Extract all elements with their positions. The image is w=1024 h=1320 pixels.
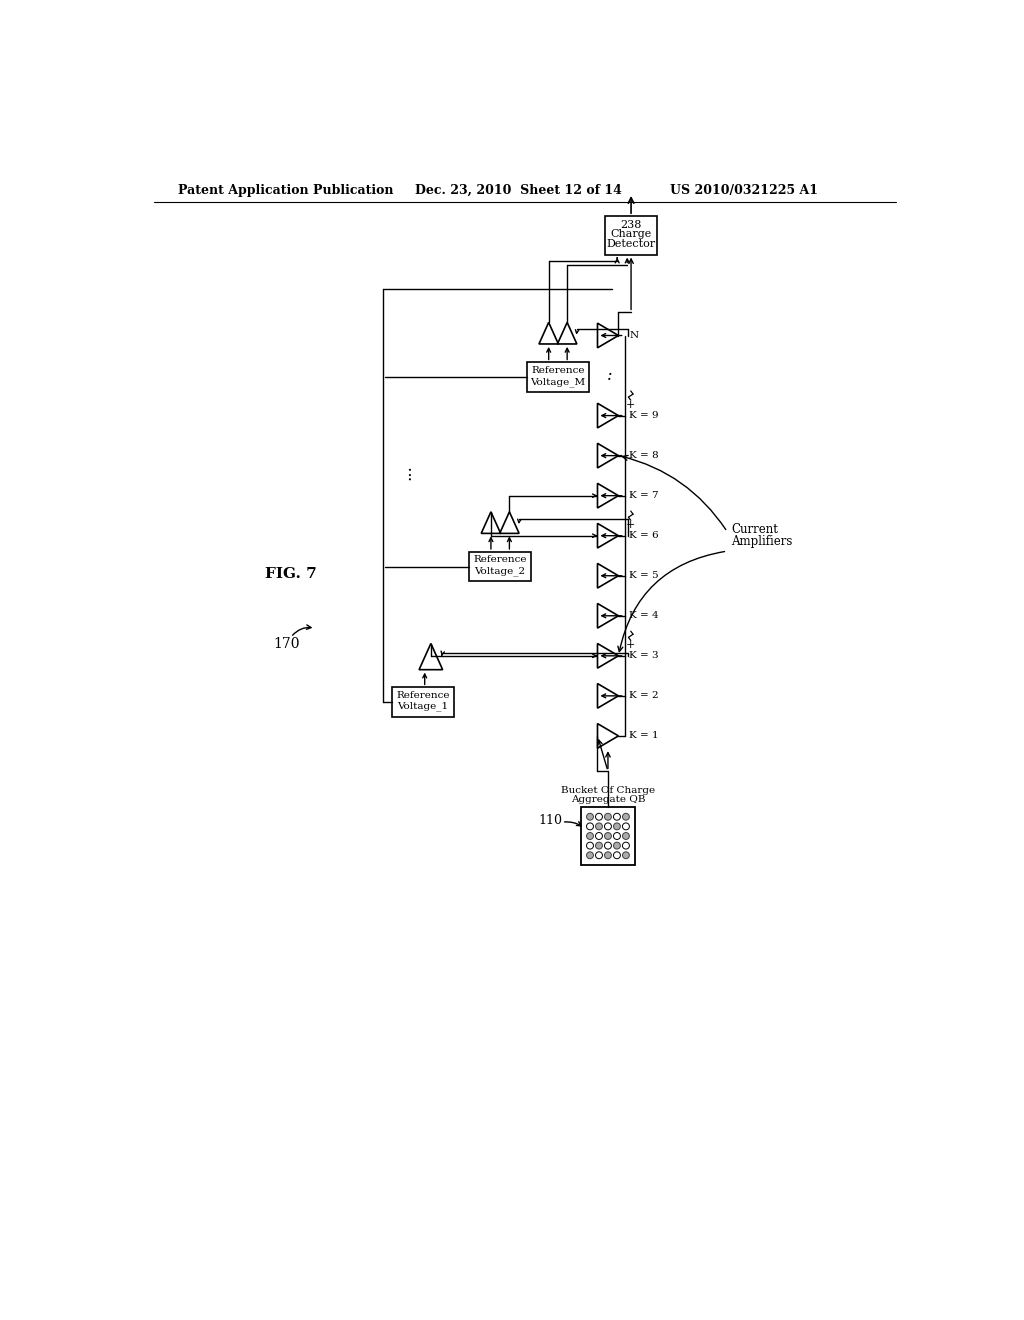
Text: Aggregate QB: Aggregate QB [570, 795, 645, 804]
Text: Current: Current [731, 523, 778, 536]
Text: K = 4: K = 4 [629, 611, 658, 620]
Text: Bucket Of Charge: Bucket Of Charge [561, 785, 655, 795]
Text: K = 5: K = 5 [629, 572, 658, 581]
Text: N: N [629, 331, 638, 341]
Text: :: : [606, 367, 612, 384]
FancyBboxPatch shape [527, 363, 589, 392]
FancyBboxPatch shape [392, 688, 454, 717]
Text: ...: ... [397, 463, 415, 479]
Text: +: + [626, 400, 636, 409]
Text: 110: 110 [539, 814, 562, 828]
Circle shape [623, 833, 630, 840]
Text: K = 8: K = 8 [629, 451, 658, 461]
Circle shape [587, 851, 594, 859]
Circle shape [604, 851, 611, 859]
Circle shape [623, 813, 630, 820]
Circle shape [587, 833, 594, 840]
Circle shape [623, 851, 630, 859]
FancyBboxPatch shape [469, 552, 531, 581]
FancyBboxPatch shape [605, 216, 657, 255]
Text: K = 3: K = 3 [629, 651, 658, 660]
Text: Amplifiers: Amplifiers [731, 536, 793, 548]
Text: Reference: Reference [396, 690, 450, 700]
Circle shape [596, 842, 602, 849]
Text: FIG. 7: FIG. 7 [265, 568, 317, 581]
Text: K = 1: K = 1 [629, 731, 658, 741]
Text: Patent Application Publication: Patent Application Publication [178, 185, 394, 197]
Text: Dec. 23, 2010  Sheet 12 of 14: Dec. 23, 2010 Sheet 12 of 14 [416, 185, 623, 197]
Circle shape [604, 813, 611, 820]
Circle shape [613, 822, 621, 830]
Text: Reference: Reference [473, 556, 527, 564]
Text: Voltage_1: Voltage_1 [397, 702, 449, 711]
Text: Detector: Detector [606, 239, 655, 249]
Text: +: + [626, 640, 636, 649]
Circle shape [587, 813, 594, 820]
Text: K = 9: K = 9 [629, 411, 658, 420]
Circle shape [596, 822, 602, 830]
Text: 170: 170 [273, 636, 299, 651]
Text: K = 6: K = 6 [629, 531, 658, 540]
Circle shape [604, 833, 611, 840]
Text: Charge: Charge [610, 228, 651, 239]
Text: 238: 238 [621, 219, 642, 230]
Circle shape [613, 842, 621, 849]
Text: US 2010/0321225 A1: US 2010/0321225 A1 [670, 185, 817, 197]
Text: K = 2: K = 2 [629, 692, 658, 701]
Text: Voltage_2: Voltage_2 [474, 566, 525, 576]
Text: K = 7: K = 7 [629, 491, 658, 500]
Text: Reference: Reference [531, 366, 585, 375]
Text: +: + [626, 520, 636, 529]
Text: Voltage_M: Voltage_M [530, 376, 586, 387]
